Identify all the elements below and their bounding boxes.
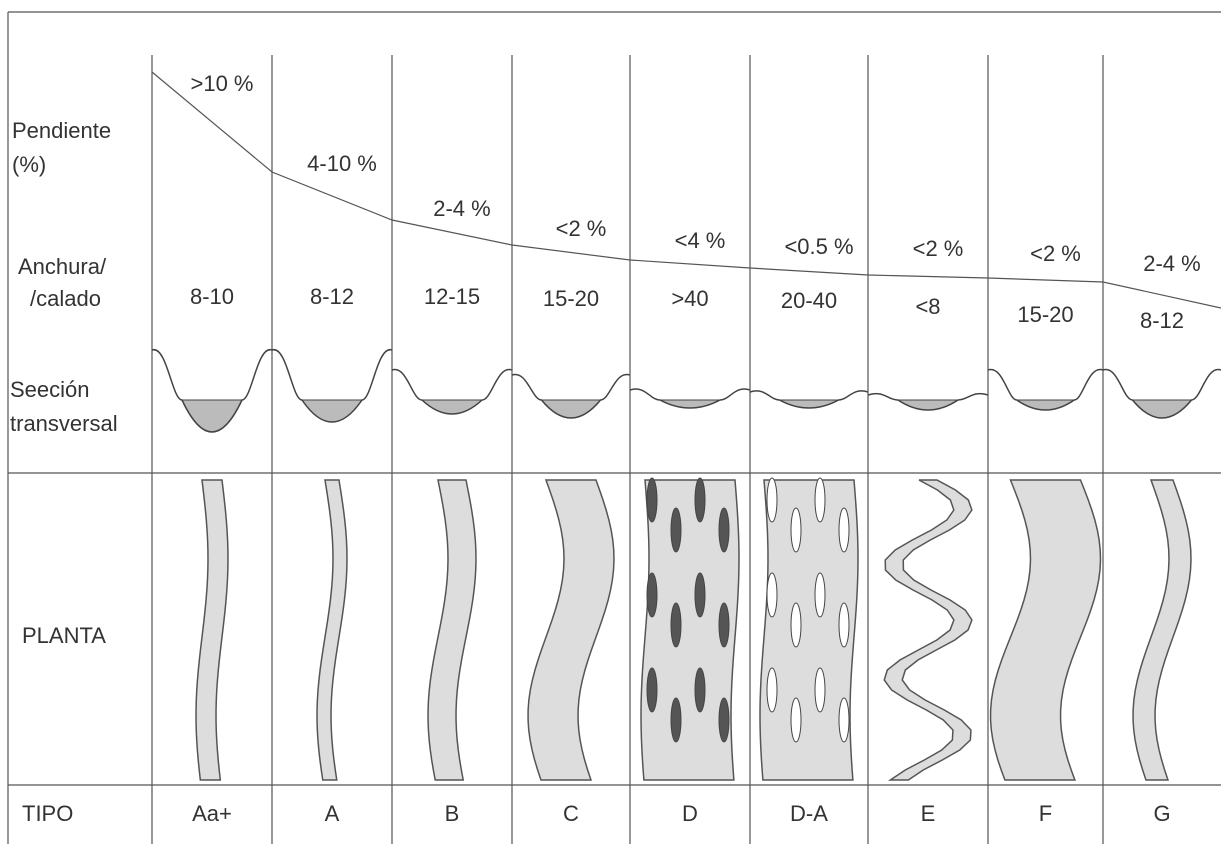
row-label: Seeción — [10, 377, 90, 402]
slope-label: <2 % — [913, 236, 964, 261]
planform — [527, 479, 615, 781]
bar-island — [694, 477, 706, 523]
slope-label: <2 % — [556, 216, 607, 241]
type-label: G — [1153, 801, 1170, 826]
slope-label: <2 % — [1030, 241, 1081, 266]
section-profile — [987, 369, 1104, 411]
bar-island — [766, 477, 778, 523]
bar-island — [838, 697, 850, 743]
type-label: C — [563, 801, 579, 826]
slope-label: 2-4 % — [433, 196, 490, 221]
section-profile — [511, 373, 631, 419]
slope-label: <0.5 % — [784, 234, 853, 259]
planform — [1132, 479, 1192, 781]
type-label: E — [921, 801, 936, 826]
row-label: PLANTA — [22, 623, 106, 648]
bar-island — [814, 667, 826, 713]
bar-island — [790, 602, 802, 648]
section-profile — [391, 369, 513, 415]
bar-island — [670, 697, 682, 743]
row-label: transversal — [10, 411, 118, 436]
bar-island — [718, 507, 730, 553]
bar-island — [646, 572, 658, 618]
ratio-label: >40 — [671, 286, 708, 311]
type-label: A — [325, 801, 340, 826]
bar-island — [694, 667, 706, 713]
bar-island — [814, 572, 826, 618]
planform — [427, 479, 477, 781]
ratio-label: 20-40 — [781, 288, 837, 313]
planform — [989, 479, 1102, 781]
planform — [316, 479, 348, 781]
bar-island — [670, 507, 682, 553]
ratio-label: <8 — [915, 294, 940, 319]
planform — [883, 479, 973, 781]
bar-island — [646, 667, 658, 713]
ratio-label: 15-20 — [1017, 302, 1073, 327]
planform — [195, 479, 229, 781]
section-profile — [1102, 369, 1221, 419]
slope-label: <4 % — [675, 228, 726, 253]
row-label: TIPO — [22, 801, 73, 826]
ratio-label: 8-12 — [310, 284, 354, 309]
bar-island — [718, 602, 730, 648]
bar-island — [694, 572, 706, 618]
type-label: F — [1039, 801, 1052, 826]
bar-island — [766, 572, 778, 618]
bar-island — [814, 477, 826, 523]
ratio-label: 15-20 — [543, 286, 599, 311]
row-label: /calado — [30, 286, 101, 311]
frame — [7, 11, 1221, 844]
type-label: D — [682, 801, 698, 826]
row-label: Anchura/ — [18, 254, 107, 279]
ratio-label: 12-15 — [424, 284, 480, 309]
slope-label: 4-10 % — [307, 151, 377, 176]
type-label: Aa+ — [192, 801, 232, 826]
section-profile — [271, 349, 393, 423]
bar-island — [670, 602, 682, 648]
bar-island — [646, 477, 658, 523]
bar-island — [838, 602, 850, 648]
ratio-label: 8-12 — [1140, 308, 1184, 333]
row-label: (%) — [12, 152, 46, 177]
slope-label: >10 % — [191, 71, 254, 96]
section-profile — [749, 390, 869, 409]
bar-island — [790, 697, 802, 743]
bar-island — [766, 667, 778, 713]
type-label: B — [445, 801, 460, 826]
type-label: D-A — [790, 801, 828, 826]
row-label: Pendiente — [12, 118, 111, 143]
section-profile — [151, 349, 273, 433]
ratio-label: 8-10 — [190, 284, 234, 309]
bar-island — [838, 507, 850, 553]
slope-label: 2-4 % — [1143, 251, 1200, 276]
slope-curve — [151, 71, 1221, 309]
section-profile — [629, 388, 751, 409]
bar-island — [790, 507, 802, 553]
section-profile — [867, 392, 989, 411]
bar-island — [718, 697, 730, 743]
